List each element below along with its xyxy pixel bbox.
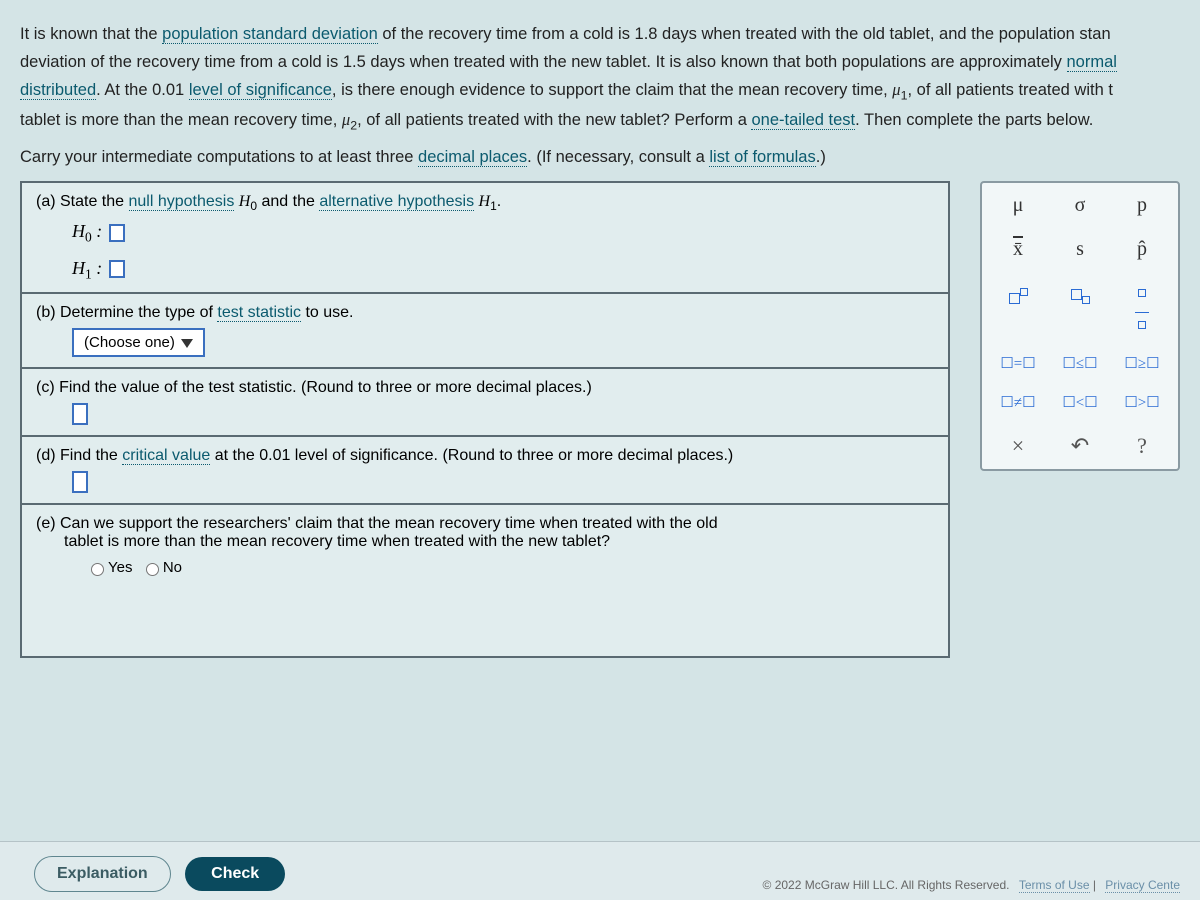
term-level-of-significance[interactable]: level of significance (189, 81, 332, 100)
radio-no[interactable] (146, 563, 159, 576)
test-statistic-dropdown[interactable]: (Choose one) (72, 328, 205, 357)
term-distributed[interactable]: distributed (20, 81, 96, 100)
term-normal[interactable]: normal (1067, 53, 1117, 72)
explanation-button[interactable]: Explanation (34, 856, 171, 892)
text: , is there enough evidence to support th… (332, 81, 892, 99)
sym-p[interactable]: p (1114, 195, 1170, 215)
h1-label: H (72, 258, 85, 278)
text: days when treated with the new tablet. I… (366, 53, 1067, 71)
sym-xbar[interactable]: x̄ (990, 239, 1046, 259)
h1-input[interactable] (109, 260, 125, 278)
text: days when treated with the old tablet, a… (657, 25, 1110, 43)
text: , of all patients treated with the new t… (357, 111, 751, 129)
footer: © 2022 McGraw Hill LLC. All Rights Reser… (763, 878, 1180, 892)
text: (e) Can we support the researchers' clai… (36, 515, 934, 533)
value-alpha: 0.01 (152, 81, 184, 99)
yes-label: Yes (108, 559, 132, 576)
text: It is known that the (20, 25, 162, 43)
text: (b) Determine the type of (36, 304, 217, 321)
sym-sigma[interactable]: σ (1052, 195, 1108, 215)
undo-icon[interactable]: ↶ (1052, 435, 1108, 457)
text: deviation of the recovery time from a co… (20, 53, 343, 71)
sym-eq[interactable]: ☐=☐ (990, 357, 1046, 372)
term-population-std-dev[interactable]: population standard deviation (162, 25, 378, 44)
value-sd1: 1.8 (635, 25, 658, 43)
copyright: © 2022 McGraw Hill LLC. All Rights Reser… (763, 878, 1010, 892)
sep: | (1093, 878, 1099, 892)
part-d: (d) Find the critical value at the 0.01 … (22, 437, 948, 505)
text: level of significance. (Round to three o… (290, 447, 733, 464)
text: Carry your intermediate computations to … (20, 148, 418, 166)
sym-le[interactable]: ☐≤☐ (1052, 357, 1108, 372)
sym-s[interactable]: s (1052, 239, 1108, 259)
h1-sub: 1 (490, 199, 497, 213)
part-e: (e) Can we support the researchers' clai… (22, 505, 948, 656)
sym-fraction[interactable] (1114, 283, 1170, 333)
check-button[interactable]: Check (185, 857, 285, 891)
privacy-link[interactable]: Privacy Cente (1105, 878, 1180, 893)
dropdown-label: (Choose one) (84, 334, 175, 351)
term-list-of-formulas[interactable]: list of formulas (709, 148, 815, 167)
sym-lt[interactable]: ☐<☐ (1052, 396, 1108, 411)
term-decimal-places[interactable]: decimal places (418, 148, 527, 167)
text: to use. (301, 304, 353, 321)
term-alternative-hypothesis[interactable]: alternative hypothesis (319, 193, 474, 211)
text: (c) Find the value of the test statistic… (36, 379, 592, 396)
sym-ge[interactable]: ☐≥☐ (1114, 357, 1170, 372)
sym-ne[interactable]: ☐≠☐ (990, 396, 1046, 411)
text: and the (257, 193, 319, 210)
h0-label: H (72, 221, 85, 241)
text: (d) Find the (36, 447, 122, 464)
question-panel: (a) State the null hypothesis H0 and the… (20, 181, 950, 658)
h1-sub2: 1 (85, 266, 92, 281)
part-b: (b) Determine the type of test statistic… (22, 294, 948, 369)
radio-yes[interactable] (91, 563, 104, 576)
part-a: (a) State the null hypothesis H0 and the… (22, 183, 948, 294)
sym-power[interactable] (990, 283, 1046, 333)
critical-value-input[interactable] (72, 471, 88, 493)
text: , of all patients treated with t (907, 81, 1112, 99)
term-test-statistic[interactable]: test statistic (217, 304, 301, 322)
chevron-down-icon (181, 339, 193, 348)
term-critical-value[interactable]: critical value (122, 447, 210, 465)
text: at the (210, 447, 259, 464)
term-null-hypothesis[interactable]: null hypothesis (129, 193, 235, 211)
text: . Then complete the parts below. (855, 111, 1093, 129)
text: . (497, 193, 501, 210)
h0: H (239, 193, 251, 210)
sym-subscript[interactable] (1052, 283, 1108, 333)
help-icon[interactable]: ? (1114, 435, 1170, 457)
text: . At the (96, 81, 152, 99)
problem-text: It is known that the population standard… (0, 0, 1200, 171)
sym-gt[interactable]: ☐>☐ (1114, 396, 1170, 411)
text: (a) State the (36, 193, 129, 210)
term-one-tailed-test[interactable]: one-tailed test (751, 111, 855, 130)
value-sd2: 1.5 (343, 53, 366, 71)
terms-link[interactable]: Terms of Use (1019, 878, 1090, 893)
colon: : (92, 221, 107, 241)
colon: : (92, 258, 107, 278)
no-label: No (163, 559, 182, 576)
mu1: μ (892, 80, 900, 99)
clear-icon[interactable]: × (990, 435, 1046, 457)
h0-sub2: 0 (85, 230, 92, 245)
text: . (If necessary, consult a (527, 148, 709, 166)
h0-input[interactable] (109, 224, 125, 242)
symbol-palette: μ σ p x̄ s p̂ ☐=☐ ☐≤☐ ☐≥☐ ☐≠☐ ☐<☐ ☐>☐ × … (980, 181, 1180, 471)
sym-mu[interactable]: μ (990, 195, 1046, 215)
text: tablet is more than the mean recovery ti… (20, 111, 342, 129)
text: of the recovery time from a cold is (378, 25, 635, 43)
part-c: (c) Find the value of the test statistic… (22, 369, 948, 437)
text: .) (816, 148, 826, 166)
mu2: μ (342, 110, 350, 129)
sym-phat[interactable]: p̂ (1114, 239, 1170, 259)
text: tablet is more than the mean recovery ti… (64, 533, 934, 551)
test-statistic-input[interactable] (72, 403, 88, 425)
h1: H (479, 193, 491, 210)
bottom-bar: Explanation Check © 2022 McGraw Hill LLC… (0, 841, 1200, 900)
value-alpha-d: 0.01 (259, 447, 290, 464)
